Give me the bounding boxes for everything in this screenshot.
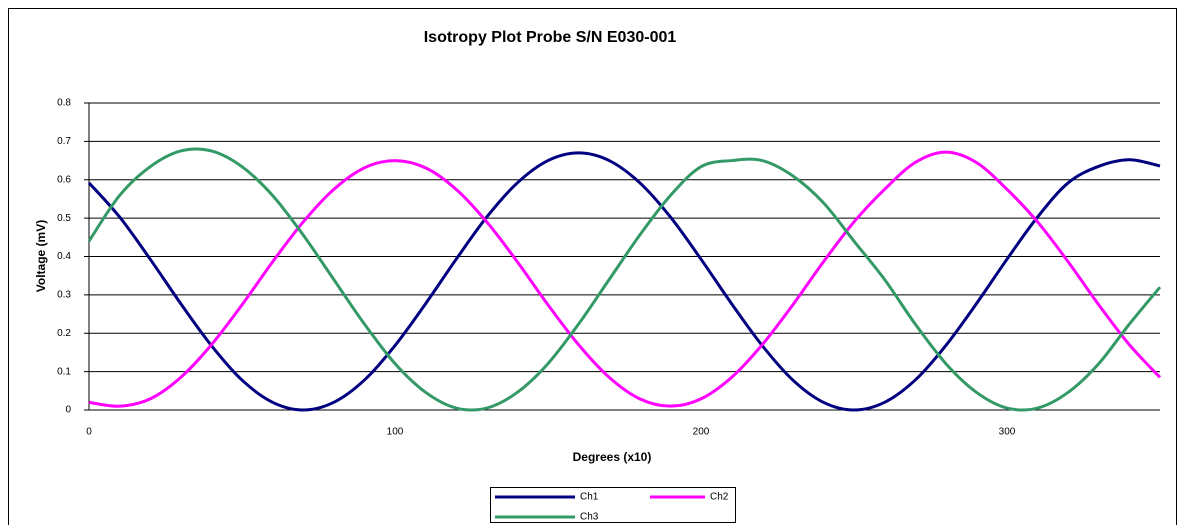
- chart-border: [8, 8, 1177, 525]
- y-tick-label: 0.3: [57, 290, 71, 301]
- y-tick-label: 0.1: [57, 366, 71, 377]
- chart-title: Isotropy Plot Probe S/N E030-001: [424, 29, 677, 46]
- x-tick-label: 300: [999, 427, 1016, 438]
- series-line: [87, 151, 1161, 412]
- x-tick-label: 100: [387, 427, 404, 438]
- legend-label: Ch2: [710, 492, 729, 503]
- y-tick-label: 0.4: [57, 251, 71, 262]
- y-tick-label: 0.8: [57, 98, 71, 109]
- y-tick-label: 0.5: [57, 213, 71, 224]
- y-tick-label: 0.6: [57, 174, 71, 185]
- legend-label: Ch3: [580, 512, 599, 523]
- x-tick-label: 0: [86, 427, 92, 438]
- legend-label: Ch1: [580, 492, 599, 503]
- series-line: [87, 147, 1162, 412]
- x-axis-title: Degrees (x10): [573, 450, 652, 464]
- x-tick-label: 200: [693, 427, 710, 438]
- y-tick-label: 0.2: [57, 328, 71, 339]
- y-tick-label: 0.7: [57, 136, 71, 147]
- y-tick-label: 0: [65, 405, 71, 416]
- series-line: [88, 150, 1162, 408]
- y-axis-title: Voltage (mV): [34, 220, 48, 292]
